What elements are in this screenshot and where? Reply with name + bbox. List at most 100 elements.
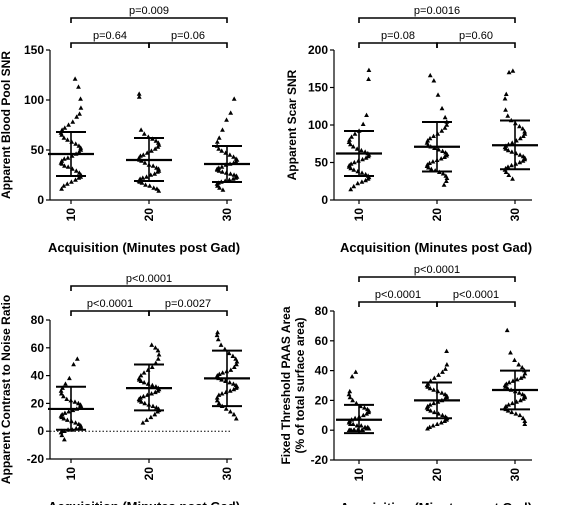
data-point [431, 375, 437, 380]
data-point [226, 177, 232, 182]
data-point [219, 169, 225, 174]
data-point [153, 345, 158, 350]
y-tick-label: 100 [24, 93, 44, 107]
data-point [231, 411, 237, 417]
data-point [228, 367, 234, 372]
data-point [62, 163, 67, 168]
significance-bracket [70, 17, 228, 23]
data-point [149, 342, 155, 347]
data-point [230, 353, 236, 358]
data-point [152, 411, 158, 417]
data-point [139, 180, 145, 185]
data-point [216, 400, 222, 406]
data-point [439, 128, 445, 133]
data-point [61, 135, 67, 140]
y-tick-label: 80 [315, 304, 329, 318]
data-point [72, 76, 78, 81]
data-point [431, 400, 437, 406]
data-point [149, 382, 155, 388]
data-point [217, 185, 222, 190]
x-axis-title: Acquisition (Minutes post Gad) [340, 240, 532, 255]
x-tick-label: 30 [220, 208, 234, 222]
data-point [143, 182, 148, 187]
significance-bracket [148, 310, 228, 316]
data-point [138, 127, 144, 132]
data-point [62, 410, 68, 415]
y-tick-label: 0 [37, 193, 44, 207]
x-tick-label: 20 [430, 468, 444, 482]
data-point [366, 67, 372, 73]
data-point [63, 381, 68, 386]
data-point [227, 388, 233, 393]
p-value-label: p<0.0001 [87, 298, 133, 310]
x-tick-label: 20 [142, 208, 156, 222]
data-point [138, 373, 144, 378]
y-tick-label: 100 [308, 118, 328, 132]
data-point [521, 396, 526, 401]
data-point [348, 165, 354, 171]
data-point [214, 398, 220, 403]
data-point [503, 146, 509, 151]
y-tick-label: -20 [311, 453, 329, 467]
data-point [141, 379, 147, 385]
y-tick-label: -20 [27, 452, 45, 466]
y-axis-title: Apparent Contrast to Noise Ratio [0, 295, 13, 484]
data-point [353, 369, 359, 374]
data-point [228, 110, 234, 115]
y-tick-label: 60 [315, 334, 329, 348]
data-point [142, 400, 148, 406]
data-point [155, 356, 161, 361]
data-point [425, 426, 430, 431]
data-point [136, 94, 142, 99]
data-point [215, 329, 220, 335]
data-point [442, 154, 447, 160]
y-tick-label: 40 [31, 369, 45, 383]
data-point [136, 155, 142, 160]
data-point [61, 393, 66, 399]
data-point [61, 156, 67, 161]
data-point [359, 170, 365, 175]
data-point [65, 164, 71, 169]
data-point [427, 72, 433, 78]
data-point [74, 114, 80, 119]
data-point [443, 366, 448, 371]
data-point [430, 423, 436, 428]
data-point [59, 414, 65, 420]
data-point [216, 392, 222, 397]
data-point [425, 384, 431, 389]
significance-bracket [436, 301, 516, 307]
data-point [520, 415, 526, 421]
data-point [218, 342, 224, 347]
x-axis-title: Acquisition (Minutes post Gad) [48, 240, 240, 255]
data-point [214, 395, 220, 400]
data-point [364, 112, 369, 118]
data-point [508, 350, 513, 355]
data-point [505, 147, 511, 153]
data-point [360, 156, 365, 162]
data-point [139, 399, 144, 404]
data-point [362, 405, 367, 410]
data-point [151, 185, 157, 190]
x-tick-label: 10 [64, 467, 78, 481]
data-point [234, 361, 239, 367]
data-point [509, 140, 515, 145]
data-point [431, 409, 437, 415]
data-point [77, 111, 82, 116]
data-point [363, 177, 368, 183]
data-point [73, 177, 78, 182]
data-point [73, 420, 78, 425]
data-point [348, 141, 353, 147]
data-point [444, 362, 450, 367]
data-point [444, 122, 450, 127]
y-axis-title: Apparent Scar SNR [285, 69, 299, 180]
data-point [73, 141, 79, 146]
data-point [443, 178, 449, 184]
y-tick-label: 150 [24, 43, 44, 57]
data-point [359, 179, 365, 184]
data-point [509, 400, 515, 406]
data-point [519, 365, 525, 370]
x-axis-title: Acquisition (Minutes post Gad) [48, 499, 240, 505]
data-point [348, 186, 354, 192]
data-point [442, 114, 448, 120]
y-axis-title: Apparent Blood Pool SNR [0, 51, 13, 199]
